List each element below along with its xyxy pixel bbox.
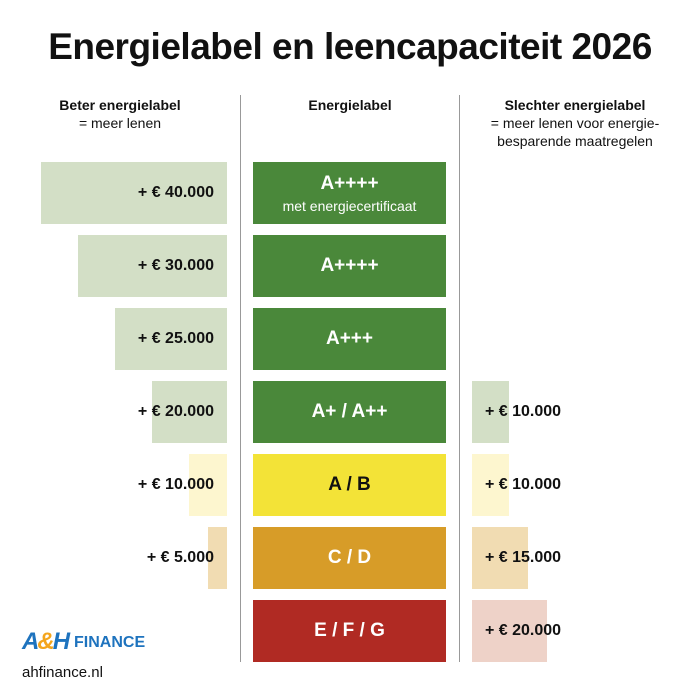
energy-label-text: A / B [328, 474, 371, 495]
energy-label-text: E / F / G [314, 620, 385, 641]
left-bar [189, 454, 227, 516]
left-bar [78, 235, 227, 297]
right-column-sub-line2: besparende maatregelen [497, 133, 653, 149]
energy-label: C / D [253, 527, 446, 589]
logo-mark: A&H [22, 628, 70, 655]
left-value: + € 5.000 [146, 549, 214, 566]
left-bar [208, 527, 227, 589]
left-bar [152, 381, 227, 443]
energy-label: A+++ [253, 308, 446, 370]
label-row: + € 40.000 A++++ met energiecertificaat [0, 162, 700, 224]
right-value: + € 20.000 [485, 622, 562, 639]
left-column-subheading: = meer lenen [78, 115, 162, 131]
energy-label-text: A++++ [320, 172, 379, 194]
right-column-heading: Slechter energielabel [504, 97, 646, 113]
right-value: + € 10.000 [485, 403, 562, 420]
page-title: Energielabel en leencapaciteit 2026 [48, 26, 652, 67]
website-link[interactable]: ahfinance.nl [22, 664, 103, 681]
energy-label-subtext: met energiecertificaat [282, 197, 417, 214]
energy-label: A+ / A++ [253, 381, 446, 443]
label-row: + € 10.000 A / B + € 10.000 [0, 454, 700, 516]
energy-label-text: C / D [327, 547, 372, 568]
energy-label-text: A+ / A++ [311, 401, 388, 422]
left-value: + € 25.000 [137, 330, 214, 347]
energy-label-text: A++++ [320, 255, 379, 276]
label-row: + € 25.000 A+++ [0, 308, 700, 370]
energy-label: A++++ [253, 235, 446, 297]
right-divider [459, 95, 460, 662]
right-bar [472, 454, 509, 516]
energy-label: E / F / G [253, 600, 446, 662]
label-row: + € 20.000 A+ / A++ + € 10.000 [0, 381, 700, 443]
label-row: + € 5.000 C / D + € 15.000 [0, 527, 700, 589]
left-value: + € 30.000 [137, 257, 214, 274]
right-column-sub-line1: = meer lenen voor energie- [490, 115, 660, 131]
left-value: + € 40.000 [137, 184, 214, 201]
middle-column-heading: Energielabel [308, 97, 392, 113]
energy-label-text: A+++ [325, 328, 373, 349]
left-bar [41, 162, 227, 224]
energy-label: A / B [253, 454, 446, 516]
right-bar [472, 381, 509, 443]
label-row: + € 30.000 A++++ [0, 235, 700, 297]
label-row: E / F / G + € 20.000 [0, 600, 700, 662]
logo-text: FINANCE [74, 634, 146, 651]
right-value: + € 10.000 [485, 476, 562, 493]
left-divider [240, 95, 241, 662]
left-column-heading: Beter energielabel [59, 97, 181, 113]
middle-column-header: Energielabel [250, 96, 450, 114]
right-column-header: Slechter energielabel = meer lenen voor … [462, 96, 688, 150]
energy-label: A++++ met energiecertificaat [253, 162, 446, 224]
left-value: + € 10.000 [137, 476, 214, 493]
right-value: + € 15.000 [485, 549, 562, 566]
left-column-header: Beter energielabel = meer lenen [20, 96, 220, 132]
right-bar [472, 527, 528, 589]
left-value: + € 20.000 [137, 403, 214, 420]
right-bar [472, 600, 547, 662]
left-bar [115, 308, 227, 370]
